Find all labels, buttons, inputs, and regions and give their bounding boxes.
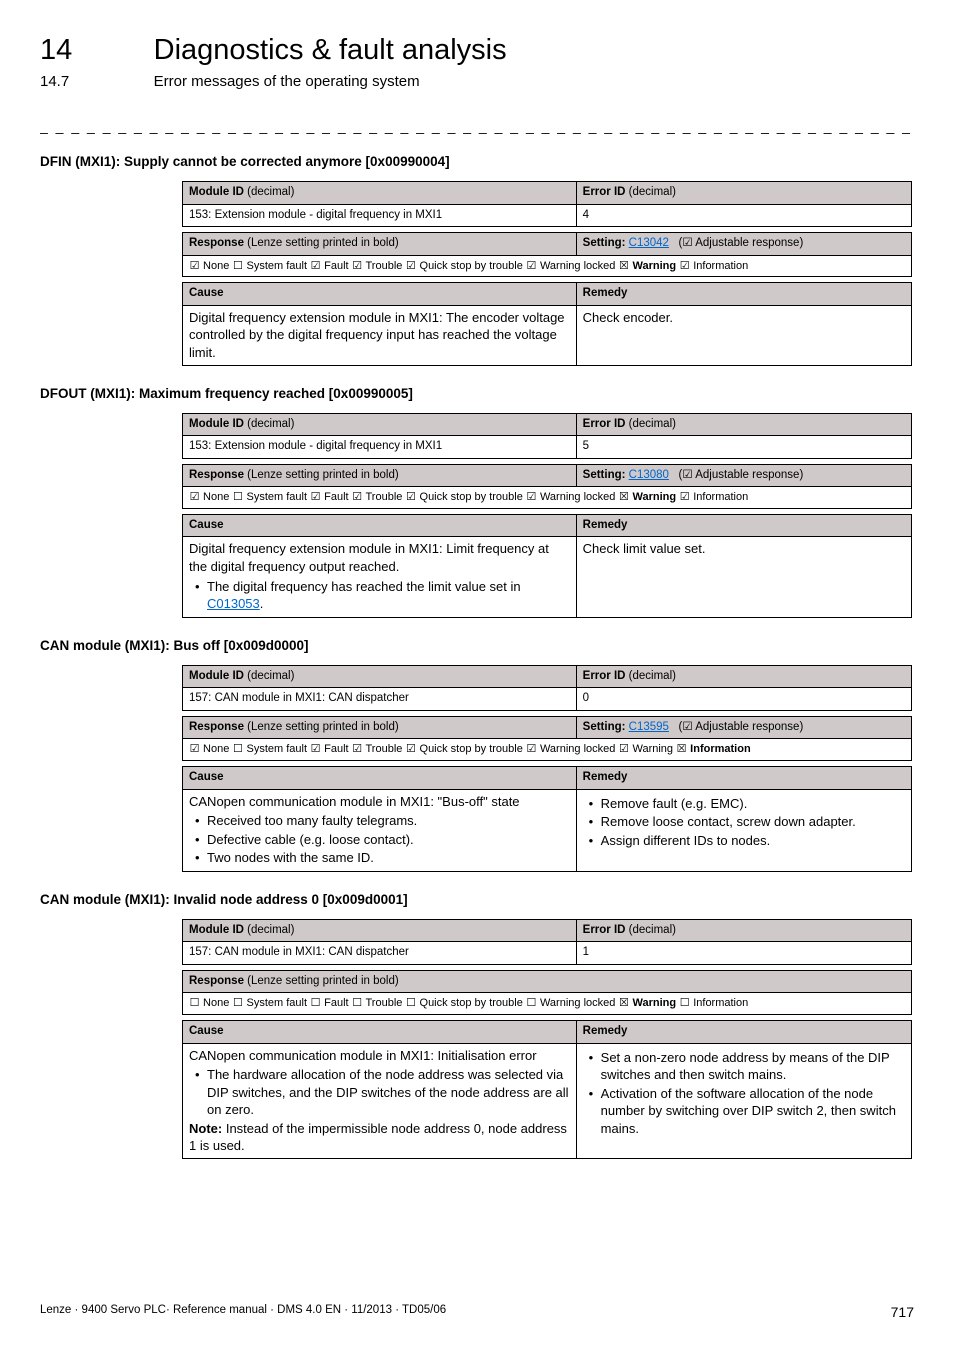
page-footer: Lenze · 9400 Servo PLC· Reference manual… <box>40 1304 914 1320</box>
error-table: Module ID (decimal)Error ID (decimal)157… <box>182 919 912 965</box>
module-id-header: Module ID (decimal) <box>183 919 577 942</box>
setting-header: Setting: C13042 (☑ Adjustable response) <box>576 233 911 256</box>
remedy-header: Remedy <box>576 514 911 537</box>
cause-text: CANopen communication module in MXI1: "B… <box>183 789 577 871</box>
setting-code-link[interactable]: C13042 <box>629 237 669 249</box>
cause-remedy-table: CauseRemedyDigital frequency extension m… <box>182 514 912 618</box>
page-header: 14 Diagnostics & fault analysis 14.7 Err… <box>40 34 914 90</box>
setting-header: Setting: C13595 (☑ Adjustable response) <box>576 716 911 739</box>
module-id-value: 153: Extension module - digital frequenc… <box>183 204 577 227</box>
response-header: Response (Lenze setting printed in bold) <box>183 464 577 487</box>
cause-remedy-table: CauseRemedyDigital frequency extension m… <box>182 282 912 365</box>
error-table: Module ID (decimal)Error ID (decimal)157… <box>182 665 912 711</box>
cause-text: CANopen communication module in MXI1: In… <box>183 1043 577 1158</box>
error-id-header: Error ID (decimal) <box>576 182 911 205</box>
error-id-header: Error ID (decimal) <box>576 665 911 688</box>
remedy-text: Remove fault (e.g. EMC).Remove loose con… <box>576 789 911 871</box>
error-id-value: 4 <box>576 204 911 227</box>
response-table: Response (Lenze setting printed in bold)… <box>182 464 912 509</box>
remedy-text: Set a non-zero node address by means of … <box>576 1043 911 1158</box>
response-header: Response (Lenze setting printed in bold) <box>183 716 577 739</box>
cause-header: Cause <box>183 514 577 537</box>
error-heading: CAN module (MXI1): Bus off [0x009d0000] <box>40 638 914 653</box>
response-options: ☐ None ☐ System fault ☐ Fault ☐ Trouble … <box>183 993 912 1015</box>
setting-code-link[interactable]: C13595 <box>629 721 669 733</box>
section-title: Error messages of the operating system <box>154 73 420 90</box>
response-options: ☑ None ☐ System fault ☑ Fault ☑ Trouble … <box>183 487 912 509</box>
error-table: Module ID (decimal)Error ID (decimal)153… <box>182 181 912 227</box>
response-table: Response (Lenze setting printed in bold)… <box>182 716 912 761</box>
response-header: Response (Lenze setting printed in bold) <box>183 970 912 993</box>
error-heading: DFIN (MXI1): Supply cannot be corrected … <box>40 154 914 169</box>
chapter-title: Diagnostics & fault analysis <box>154 34 507 67</box>
remedy-header: Remedy <box>576 767 911 790</box>
section-number: 14.7 <box>40 73 150 90</box>
cause-text: Digital frequency extension module in MX… <box>183 305 577 365</box>
code-link[interactable]: C013053 <box>207 596 260 611</box>
remedy-header: Remedy <box>576 283 911 306</box>
module-id-value: 153: Extension module - digital frequenc… <box>183 436 577 459</box>
error-heading: CAN module (MXI1): Invalid node address … <box>40 892 914 907</box>
error-id-header: Error ID (decimal) <box>576 919 911 942</box>
module-id-header: Module ID (decimal) <box>183 665 577 688</box>
cause-header: Cause <box>183 767 577 790</box>
response-table: Response (Lenze setting printed in bold)… <box>182 232 912 277</box>
module-id-header: Module ID (decimal) <box>183 182 577 205</box>
chapter-number: 14 <box>40 34 150 67</box>
page-number: 717 <box>891 1304 914 1320</box>
remedy-text: Check limit value set. <box>576 537 911 617</box>
separator-dashline: _ _ _ _ _ _ _ _ _ _ _ _ _ _ _ _ _ _ _ _ … <box>40 118 914 134</box>
error-id-value: 1 <box>576 942 911 965</box>
cause-header: Cause <box>183 1021 577 1044</box>
response-options: ☑ None ☐ System fault ☑ Fault ☑ Trouble … <box>183 255 912 277</box>
setting-code-link[interactable]: C13080 <box>629 469 669 481</box>
cause-remedy-table: CauseRemedyCANopen communication module … <box>182 1020 912 1159</box>
cause-remedy-table: CauseRemedyCANopen communication module … <box>182 766 912 872</box>
setting-header: Setting: C13080 (☑ Adjustable response) <box>576 464 911 487</box>
error-table: Module ID (decimal)Error ID (decimal)153… <box>182 413 912 459</box>
module-id-value: 157: CAN module in MXI1: CAN dispatcher <box>183 942 577 965</box>
cause-text: Digital frequency extension module in MX… <box>183 537 577 617</box>
footer-text: Lenze · 9400 Servo PLC· Reference manual… <box>40 1304 446 1316</box>
error-id-header: Error ID (decimal) <box>576 413 911 436</box>
error-id-value: 0 <box>576 688 911 711</box>
cause-header: Cause <box>183 283 577 306</box>
error-id-value: 5 <box>576 436 911 459</box>
module-id-value: 157: CAN module in MXI1: CAN dispatcher <box>183 688 577 711</box>
error-heading: DFOUT (MXI1): Maximum frequency reached … <box>40 386 914 401</box>
remedy-header: Remedy <box>576 1021 911 1044</box>
remedy-text: Check encoder. <box>576 305 911 365</box>
response-options: ☑ None ☐ System fault ☑ Fault ☑ Trouble … <box>183 739 912 761</box>
module-id-header: Module ID (decimal) <box>183 413 577 436</box>
response-header: Response (Lenze setting printed in bold) <box>183 233 577 256</box>
response-table: Response (Lenze setting printed in bold)… <box>182 970 912 1015</box>
